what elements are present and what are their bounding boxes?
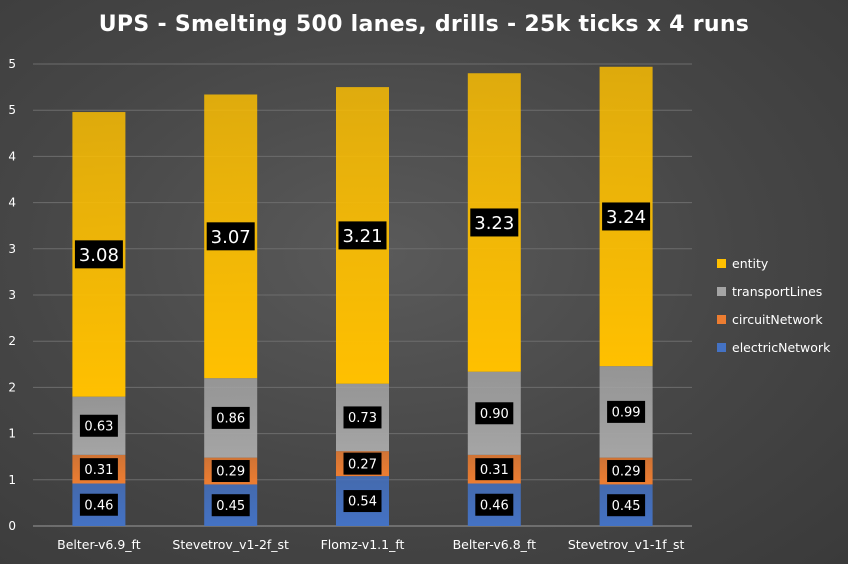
data-label: 0.63 [84,419,113,434]
data-label: 0.31 [480,463,509,478]
category-label: Stevetrov_v1-1f_st [568,537,685,552]
data-label-box [607,460,646,483]
data-label-box [79,493,118,516]
data-label: 0.90 [480,407,509,422]
data-label-box [470,208,519,237]
data-label: 3.08 [79,245,119,266]
data-label: 0.54 [348,495,377,510]
category-label: Flomz-v1.1_ft [321,537,405,552]
data-label-box [211,494,250,517]
legend-label: entity [732,256,769,271]
legend-swatch-transportLines [717,287,726,296]
data-label: 3.23 [474,213,514,234]
category-label: Belter-v6.9_ft [57,537,141,552]
data-label: 3.21 [342,226,382,247]
legend-label: transportLines [732,284,822,299]
legend-swatch-circuitNetwork [717,315,726,324]
data-label: 0.29 [216,465,245,480]
data-label: 0.73 [348,411,377,426]
y-tick-label: 1 [8,427,16,441]
data-label-box [211,460,250,483]
data-label-box [607,400,646,423]
y-tick-label: 4 [8,149,16,163]
data-label-box [74,240,123,269]
category-label: Belter-v6.8_ft [453,537,537,552]
data-label-box [475,493,514,516]
data-label: 0.27 [348,457,377,472]
data-label: 0.29 [612,465,641,480]
legend-swatch-electricNetwork [717,343,726,352]
data-label: 3.07 [211,227,251,248]
legend-swatch-entity [717,259,726,268]
data-label-box [338,221,387,250]
y-tick-label: 3 [8,242,16,256]
y-tick-label: 2 [8,380,16,394]
data-label-box [475,458,514,481]
data-label-box [206,222,255,251]
y-tick-label: 0 [8,519,16,533]
y-tick-label: 3 [8,288,16,302]
chart-title: UPS - Smelting 500 lanes, drills - 25k t… [98,12,750,37]
legend-label: circuitNetwork [732,312,823,327]
data-label-box [343,406,382,429]
data-label: 0.31 [84,463,113,478]
data-label: 0.45 [216,499,245,514]
y-tick-label: 5 [8,103,16,117]
data-label-box [79,458,118,481]
y-tick-label: 1 [8,473,16,487]
data-label: 0.99 [612,406,641,421]
data-label-box [607,494,646,517]
y-tick-label: 2 [8,334,16,348]
data-label-box [602,202,651,231]
data-label: 0.46 [84,498,113,513]
data-label-box [79,414,118,437]
data-label: 0.86 [216,412,245,427]
category-label: Stevetrov_v1-2f_st [172,537,289,552]
data-label-box [343,452,382,475]
data-label-box [343,490,382,513]
data-label: 0.46 [480,498,509,513]
y-tick-label: 4 [8,196,16,210]
y-tick-label: 5 [8,57,16,71]
data-label: 3.24 [606,207,646,228]
data-label-box [475,402,514,425]
data-label: 0.45 [612,499,641,514]
data-label-box [211,406,250,429]
legend-label: electricNetwork [732,340,831,355]
